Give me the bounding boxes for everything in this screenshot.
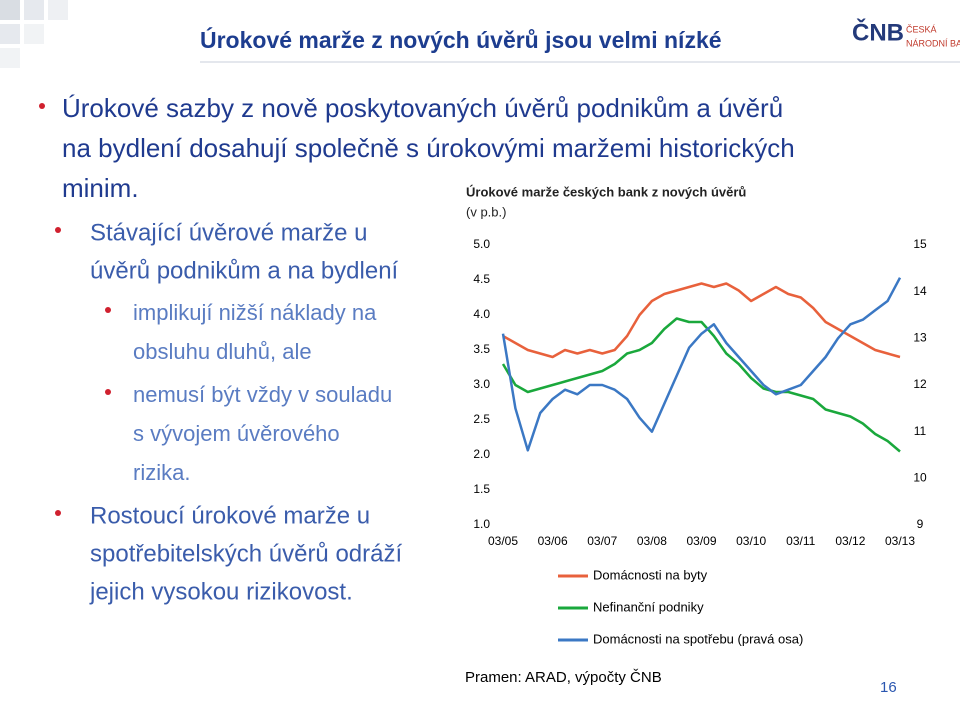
- y-tick-label: 3.0: [473, 377, 490, 391]
- series-line: [502, 282, 901, 359]
- bullet-text: úvěrů podnikům a na bydlení: [90, 257, 399, 284]
- y2-tick-label: 13: [913, 331, 927, 345]
- bullet-dot: [39, 103, 45, 109]
- page-number: 16: [880, 679, 897, 696]
- corner-decoration: [0, 0, 68, 68]
- logo-text: NÁRODNÍ BANKA: [906, 38, 960, 48]
- y2-tick-label: 11: [914, 424, 927, 438]
- slide-title: Úrokové marže z nových úvěrů jsou velmi …: [200, 26, 722, 53]
- bullet-text: implikují nižší náklady na: [133, 300, 377, 325]
- legend-label: Domácnosti na byty: [593, 567, 708, 582]
- y2-tick-label: 14: [913, 284, 927, 298]
- bullet-text: Úrokové sazby z nově poskytovaných úvěrů…: [62, 93, 783, 123]
- x-tick-label: 03/05: [488, 534, 518, 548]
- bullet-text: s vývojem úvěrového: [133, 421, 340, 446]
- logo-mark: ČNB: [852, 18, 904, 46]
- y-tick-label: 4.0: [473, 307, 490, 321]
- bullet-text: rizika.: [133, 460, 190, 485]
- series-line: [501, 277, 902, 452]
- x-tick-label: 03/12: [835, 534, 865, 548]
- bullet-text: obsluhu dluhů, ale: [133, 339, 312, 364]
- chart-title: Úrokové marže českých bank z nových úvěr…: [466, 184, 746, 199]
- y2-tick-label: 12: [913, 377, 927, 391]
- y-tick-label: 2.0: [473, 447, 490, 461]
- chart-subtitle: (v p.b.): [466, 204, 506, 219]
- x-tick-label: 03/11: [786, 534, 815, 548]
- bullet-text: nemusí být vždy v souladu: [133, 382, 392, 407]
- bullet-text: Stávající úvěrové marže u: [90, 219, 367, 246]
- y2-tick-label: 9: [917, 517, 924, 531]
- series-line: [501, 317, 901, 453]
- y-tick-label: 4.5: [473, 272, 490, 286]
- bullet-text: Rostoucí úrokové marže u: [90, 502, 370, 529]
- y-tick-label: 5.0: [473, 237, 490, 251]
- bullet-text: jejich vysokou rizikovost.: [89, 578, 353, 605]
- x-tick-label: 03/08: [637, 534, 667, 548]
- y-tick-label: 1.5: [473, 482, 490, 496]
- bullet-dot: [55, 227, 61, 233]
- y-tick-label: 1.0: [473, 517, 490, 531]
- bullet-text: minim.: [62, 173, 139, 203]
- y2-tick-label: 10: [913, 471, 927, 485]
- source: Pramen: ARAD, výpočty ČNB: [465, 669, 662, 686]
- bullet-dot: [55, 510, 61, 516]
- logo-text: ČESKÁ: [906, 24, 937, 34]
- legend-label: Domácnosti na spotřebu (pravá osa): [593, 631, 803, 646]
- bullet-dot: [105, 307, 111, 313]
- x-tick-label: 03/07: [587, 534, 617, 548]
- x-tick-label: 03/09: [686, 534, 716, 548]
- y-tick-label: 2.5: [473, 412, 490, 426]
- legend-label: Nefinanční podniky: [593, 599, 704, 614]
- bullet-dot: [105, 389, 111, 395]
- bullet-text: spotřebitelských úvěrů odráží: [90, 540, 402, 567]
- bullet-text: na bydlení dosahují společně s úrokovými…: [62, 133, 795, 163]
- x-tick-label: 03/10: [736, 534, 766, 548]
- y-tick-label: 3.5: [473, 342, 490, 356]
- x-tick-label: 03/13: [885, 534, 915, 548]
- x-tick-label: 03/06: [538, 534, 568, 548]
- y2-tick-label: 15: [913, 237, 927, 251]
